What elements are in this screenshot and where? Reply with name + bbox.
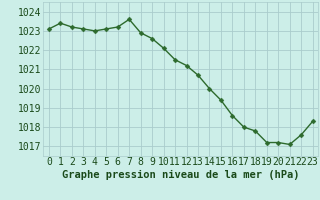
X-axis label: Graphe pression niveau de la mer (hPa): Graphe pression niveau de la mer (hPa)	[62, 170, 300, 180]
